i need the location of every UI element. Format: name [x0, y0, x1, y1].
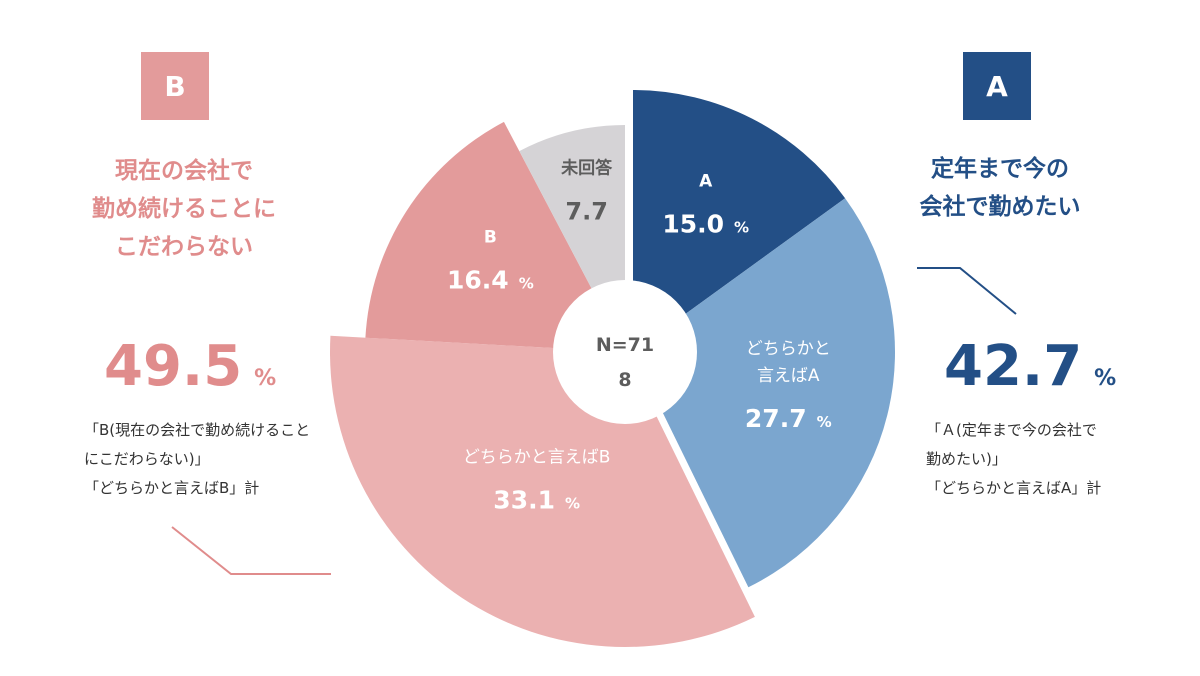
pie-slice-a: [633, 90, 846, 352]
note-a-line: 勤めたい)」: [926, 450, 1007, 468]
note-a-line: 「Ａ(定年まで今の会社で: [926, 421, 1097, 439]
slice-value-leaning-b: 33.1%: [493, 485, 580, 514]
slice-value-a: 15.0%: [662, 209, 749, 238]
slice-value-unit: %: [734, 218, 749, 236]
note-a-line: 「どちらかと言えばA」計: [926, 479, 1102, 497]
note-a: 「Ａ(定年まで今の会社で 勤めたい)」 「どちらかと言えばA」計: [926, 416, 1101, 503]
pie-slice-b: [365, 121, 625, 352]
heading-a-line: 会社で勤めたい: [919, 194, 1081, 220]
total-a: 42.7%: [944, 334, 1116, 399]
slice-label-no-answer: 未回答: [560, 158, 613, 179]
total-a-unit: %: [1094, 366, 1117, 391]
note-b: 「B(現在の会社で勤め続けること にこだわらない)」 「どちらかと言えばB」計: [84, 416, 310, 503]
center-sample-size-label: 8: [618, 369, 631, 391]
heading-b-line: こだわらない: [115, 234, 253, 260]
slice-label-leaning-b: どちらかと言えばB: [463, 447, 611, 467]
slice-value-number: 27.7: [745, 404, 807, 433]
slice-value-number: 7.7: [565, 198, 608, 226]
slice-value-leaning-a: 27.7%: [745, 404, 832, 433]
total-b-value: 49.5: [104, 334, 243, 399]
pie-center-hole: [553, 280, 697, 424]
badge-b: B: [141, 52, 209, 120]
slice-label-leaning-a: どちらかと: [746, 339, 831, 359]
slice-value-number: 33.1: [493, 485, 555, 514]
note-b-line: 「どちらかと言えばB」計: [84, 479, 260, 497]
slice-value-unit: %: [817, 413, 832, 431]
slice-value-number: 16.4: [447, 266, 509, 295]
pie-slice-leaning-a: [633, 198, 895, 588]
slice-value-number: 15.0: [662, 209, 724, 238]
heading-b: 現在の会社で 勤め続けることに こだわらない: [60, 152, 308, 266]
slice-value-unit: %: [565, 494, 580, 512]
total-b: 49.5%: [104, 334, 276, 399]
heading-a: 定年まで今の 会社で勤めたい: [880, 150, 1120, 226]
badge-a: A: [963, 52, 1031, 120]
note-b-line: 「B(現在の会社で勤め続けること: [84, 421, 311, 439]
connector-line-a: [917, 267, 1017, 315]
heading-b-line: 勤め続けることに: [92, 196, 276, 222]
slice-label-a: A: [699, 171, 713, 191]
center-sample-size-label: N=71: [596, 334, 654, 356]
slice-value-no-answer: 7.7: [565, 198, 608, 226]
slice-value-b: 16.4%: [447, 266, 534, 295]
slice-value-unit: %: [519, 275, 534, 293]
slice-label-b: B: [484, 228, 497, 248]
slice-label-leaning-a: 言えばA: [757, 366, 820, 386]
connector-line-b: [171, 526, 331, 575]
total-a-value: 42.7: [944, 334, 1083, 399]
heading-b-line: 現在の会社で: [115, 158, 253, 184]
total-b-unit: %: [254, 366, 277, 391]
heading-a-line: 定年まで今の: [931, 156, 1069, 182]
note-b-line: にこだわらない)」: [84, 450, 210, 468]
